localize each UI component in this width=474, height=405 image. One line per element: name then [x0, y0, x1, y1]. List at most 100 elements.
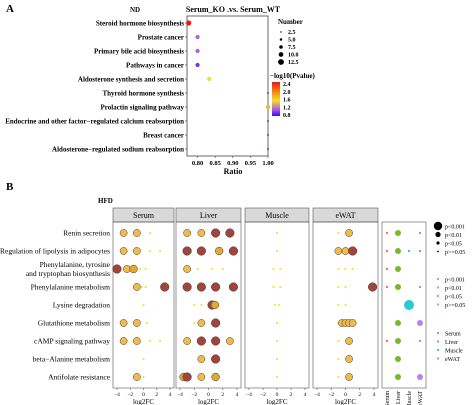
- a-size-legend-dot: [278, 52, 284, 57]
- b-tissue-point: [417, 320, 423, 326]
- panel-a-title: Serum_KO .vs. Serum_WT: [186, 5, 281, 14]
- b-point: [275, 357, 279, 361]
- a-x-tick-label: 0.80: [192, 160, 203, 167]
- b-point: [149, 339, 152, 343]
- b-point: [119, 337, 128, 345]
- b-point: [182, 372, 192, 382]
- a-size-legend-dot: [280, 31, 282, 33]
- b-point: [145, 321, 148, 325]
- a-color-legend-title: −log10(Pvalue): [270, 72, 315, 80]
- b-point: [337, 357, 340, 361]
- a-category-label: Thyroid hormone synthesis: [102, 90, 184, 98]
- b-point: [183, 229, 191, 237]
- b-point: [341, 247, 350, 255]
- b-tissue-frame: [381, 221, 427, 389]
- b-color-legend-dot: [436, 303, 440, 306]
- b-point: [275, 231, 279, 235]
- b-x-axis-label: log2FC: [198, 398, 219, 405]
- a-color-legend-label: 0.8: [283, 113, 291, 119]
- b-point: [337, 375, 340, 379]
- b-x-tick-label: 0: [276, 392, 279, 398]
- a-category-label: Prolactin signaling pathway: [101, 104, 185, 112]
- b-point: [351, 267, 354, 271]
- b-point: [275, 375, 279, 379]
- panel-a-xlabel: Ratio: [224, 167, 243, 176]
- b-point: [119, 247, 128, 255]
- b-tissue-legend-dot: [436, 340, 440, 343]
- b-point: [344, 303, 347, 307]
- a-x-tick-label: 0.90: [227, 160, 238, 167]
- a-point: [265, 104, 271, 110]
- b-color-legend-label: p<0.01: [445, 286, 462, 292]
- b-tissue-legend-dot: [436, 357, 440, 360]
- a-category-label: Pathways in cancer: [126, 62, 184, 70]
- b-point: [279, 267, 282, 271]
- b-point: [112, 264, 122, 274]
- panel-b-tag: HFD: [98, 197, 113, 205]
- b-tissue-point: [395, 320, 401, 326]
- b-point: [133, 283, 141, 291]
- b-point: [211, 336, 221, 346]
- b-point: [133, 337, 141, 345]
- b-color-legend-dot: [436, 294, 440, 298]
- b-point: [278, 303, 281, 307]
- b-tissue-col-label: eWAT: [418, 391, 424, 405]
- a-color-legend-label: 1.2: [283, 105, 291, 111]
- b-size-legend-label: p>=0.05: [445, 250, 465, 256]
- a-size-legend-title: Number: [278, 18, 303, 26]
- b-point: [211, 372, 220, 382]
- b-size-legend-label: p<0.001: [445, 224, 465, 230]
- b-point: [368, 282, 378, 292]
- b-size-legend-label: p<0.05: [445, 241, 462, 247]
- b-point: [197, 229, 206, 237]
- b-point: [197, 355, 206, 363]
- b-point: [272, 267, 275, 271]
- panel-a-legend: Number −log10(Pvalue) 2.5 5.07.5 10.012.5 2…: [270, 18, 315, 119]
- b-x-tick-label: 4: [236, 392, 239, 398]
- b-x-tick-label: −2: [191, 392, 197, 398]
- b-point: [211, 282, 221, 292]
- b-point: [183, 265, 191, 273]
- b-tissue-point: [418, 285, 422, 289]
- b-point: [272, 285, 275, 289]
- b-x-axis-label: log2FC: [335, 398, 356, 405]
- a-category-label: Primary bile acid biosynthesis: [94, 48, 184, 56]
- b-facet-label: Serum: [133, 211, 155, 220]
- b-tissue-point: [385, 267, 389, 271]
- a-category-label: Aldosterone−regulated sodium reabsorptio…: [52, 146, 184, 154]
- a-colorbar: [272, 82, 280, 116]
- b-point: [275, 339, 279, 343]
- b-category-label: Phenylalanine metabolism: [31, 283, 111, 292]
- b-size-legend-label: p<0.01: [445, 233, 462, 239]
- b-tissue-point: [395, 230, 401, 236]
- a-x-tick-label: 1.00: [262, 160, 273, 167]
- b-point: [225, 228, 235, 238]
- b-point: [144, 285, 147, 289]
- b-tissue-legend-dot: [436, 331, 440, 335]
- a-point: [267, 148, 269, 150]
- b-x-tick-label: 4: [373, 392, 376, 398]
- b-tissue-point: [395, 374, 401, 380]
- b-tissue-point: [385, 231, 389, 235]
- b-point: [348, 246, 358, 256]
- b-point: [337, 303, 340, 307]
- b-point: [196, 246, 206, 256]
- b-facet-label: Liver: [200, 211, 218, 220]
- b-point: [196, 282, 206, 292]
- a-category-label: Aldosterone synthesis and secretion: [78, 76, 184, 84]
- b-point: [142, 357, 145, 361]
- a-color-legend-label: 1.6: [283, 98, 291, 104]
- a-size-legend-label: 12.5: [288, 60, 299, 66]
- b-category-label: and tryptophan biosynthesis: [26, 269, 110, 278]
- b-tissue-point: [395, 284, 401, 290]
- panel-b-letter: B: [6, 181, 14, 193]
- b-point: [275, 321, 279, 325]
- b-point: [133, 319, 141, 327]
- b-category-label: beta−Alanine metabolism: [33, 355, 110, 364]
- b-point: [210, 300, 220, 310]
- a-size-legend-dot: [279, 45, 283, 49]
- b-tissue-legend-label: Liver: [445, 340, 458, 346]
- b-point: [221, 267, 224, 271]
- a-point: [195, 48, 200, 54]
- b-tissue-legend-dot: [436, 348, 440, 352]
